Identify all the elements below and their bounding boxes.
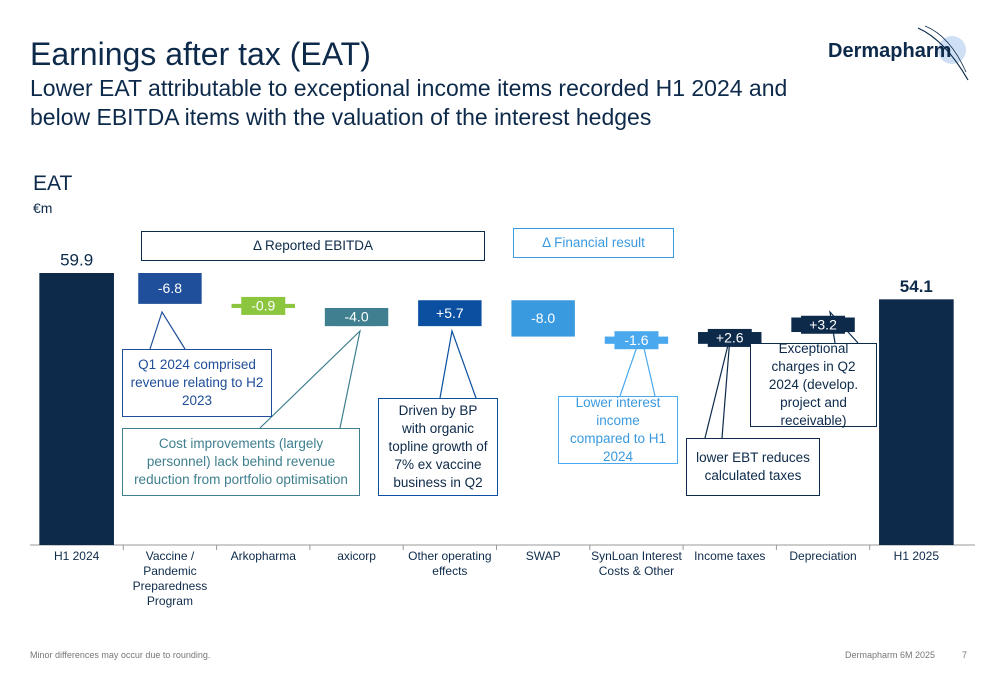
label-background — [241, 296, 286, 315]
x-tick-label: Other operating effects — [408, 549, 492, 578]
page-number: 7 — [962, 650, 968, 660]
label-background — [707, 328, 752, 347]
value-label: +5.7 — [436, 305, 464, 321]
x-tick-label: axicorp — [337, 549, 376, 563]
value-label: -6.8 — [158, 280, 182, 296]
x-tick-label: H1 2025 — [893, 549, 940, 563]
bar — [39, 273, 114, 545]
value-label: -8.0 — [531, 310, 555, 326]
x-tick-label: SynLoan Interest Costs & Other — [591, 549, 682, 578]
x-tick-label: Depreciation — [789, 549, 857, 563]
x-tick-label: Vaccine / Pandemic Preparedness Program — [132, 549, 208, 608]
value-label: 59.9 — [60, 250, 93, 269]
unit: €m — [33, 200, 53, 216]
bar — [879, 299, 954, 545]
value-label: -0.9 — [251, 298, 275, 314]
footer-source: Dermapharm 6M 2025 — [845, 650, 936, 660]
group-label: Δ Reported EBITDA — [141, 231, 485, 261]
annotation: Cost improvements (largely personnel) la… — [122, 428, 360, 496]
bar — [138, 273, 202, 304]
value-label: +2.6 — [716, 330, 744, 346]
subtitle: Lower EAT attributable to exceptional in… — [30, 75, 788, 130]
label-background — [801, 315, 846, 334]
bar — [511, 300, 575, 337]
x-tick-label: Income taxes — [694, 549, 766, 563]
y-label: EAT — [33, 172, 73, 195]
annotation: Exceptional charges in Q2 2024 (develop.… — [750, 341, 877, 428]
x-tick-label: SWAP — [525, 549, 561, 563]
logo-mark — [917, 25, 969, 81]
group-label: Δ Financial result — [513, 228, 674, 258]
label-background — [614, 331, 659, 350]
x-tick-label: H1 2024 — [53, 549, 100, 563]
value-label: +3.2 — [809, 316, 837, 332]
x-tick-label: Arkopharma — [230, 549, 296, 563]
annotation: Lower interest income compared to H1 202… — [558, 395, 678, 464]
footnote: Minor differences may occur due to round… — [30, 650, 211, 660]
title: Earnings after tax (EAT) — [30, 36, 371, 72]
label-background — [334, 308, 379, 327]
bar — [418, 300, 482, 327]
logo: Dermapharm — [828, 40, 952, 62]
annotation: Q1 2024 comprised revenue relating to H2… — [122, 349, 272, 417]
annotation: lower EBT reduces calculated taxes — [686, 438, 820, 496]
value-label: -1.6 — [624, 332, 648, 348]
value-label: -4.0 — [344, 309, 368, 325]
annotation: Driven by BP with organic topline growth… — [378, 398, 498, 496]
value-label: 54.1 — [900, 277, 933, 296]
